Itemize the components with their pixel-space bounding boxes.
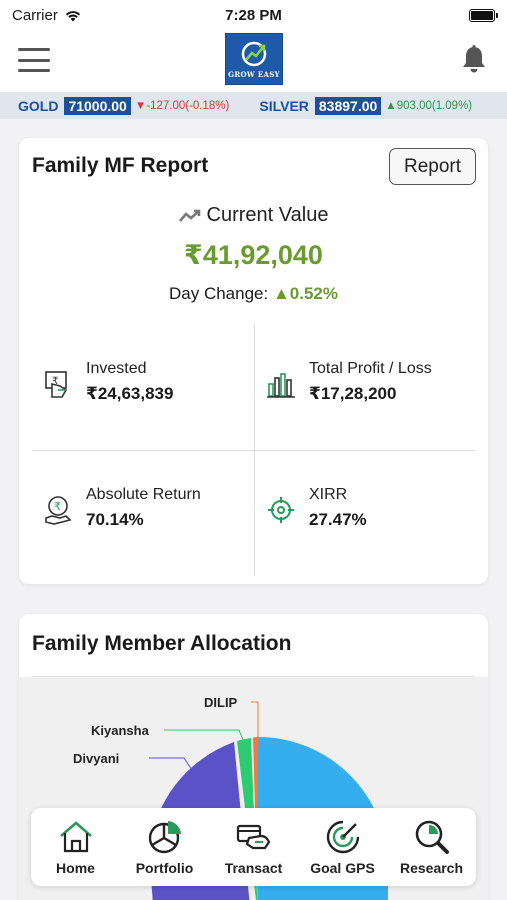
portfolio-icon (148, 821, 181, 854)
stat-label: XIRR (309, 486, 348, 503)
tab-label: Home (56, 860, 95, 876)
rupee-hand-icon: ₹ (45, 496, 72, 525)
battery-icon (469, 8, 498, 22)
divider-horizontal (32, 450, 475, 451)
stat-value: 70.14% (86, 510, 144, 529)
status-bar: Carrier 7:28 PM (0, 0, 507, 30)
status-right (335, 8, 498, 22)
wifi-icon (65, 10, 80, 21)
day-change-value: 0.52% (289, 284, 338, 303)
leader-line-kiyansha (164, 729, 246, 746)
tab-transact[interactable]: Transact (211, 818, 297, 876)
down-arrow-icon: ▼ (134, 99, 147, 112)
logo-mark-icon (241, 41, 267, 67)
pie-label-dilip: DILIP (204, 695, 238, 710)
invest-icon: ₹ (45, 371, 68, 398)
bottom-tab-bar: Home Portfolio Transact Goal GPS (31, 808, 476, 886)
gold-change: ▼-127.00(-0.18%) (135, 100, 230, 112)
market-ticker: GOLD 71000.00 ▼-127.00(-0.18%) SILVER 83… (0, 92, 507, 119)
app-logo: GROW EASY (225, 33, 283, 85)
logo-text: GROW EASY (228, 70, 280, 79)
divider-horizontal (32, 676, 475, 677)
family-mf-report-card: Family MF Report Report Current Value ₹4… (19, 138, 488, 584)
stat-value: ₹17,28,200 (309, 384, 397, 403)
stat-label: Absolute Return (86, 486, 201, 503)
gold-change-value: -127.00(-0.18%) (146, 99, 230, 112)
current-value-heading: Current Value (19, 204, 488, 227)
home-icon (59, 821, 92, 853)
status-left: Carrier (12, 7, 172, 24)
research-icon (415, 820, 449, 854)
up-arrow-icon: ▲ (272, 284, 290, 303)
up-arrow-icon: ▲ (385, 99, 397, 112)
trend-icon (178, 209, 200, 222)
tab-label: Goal GPS (310, 860, 375, 876)
bar-chart-icon (267, 373, 295, 398)
bell-icon[interactable] (459, 44, 489, 76)
stat-absolute-return: ₹ Absolute Return 70.14% (44, 486, 201, 530)
pie-label-divyani: Divyani (73, 751, 119, 766)
target-icon (268, 497, 294, 523)
leader-line-dilip (251, 701, 259, 747)
stat-invested: ₹ Invested ₹24,63,839 (44, 360, 173, 404)
stat-total-profit-loss: Total Profit / Loss ₹17,28,200 (267, 360, 432, 404)
current-value-label: Current Value (206, 204, 329, 226)
leader-line-divyani (149, 757, 195, 774)
silver-price: 83897.00 (314, 96, 382, 115)
stat-label: Invested (86, 360, 147, 377)
svg-text:₹: ₹ (52, 376, 58, 387)
stat-xirr: XIRR 27.47% (267, 486, 367, 530)
tab-label: Research (399, 860, 464, 876)
card-title: Family MF Report (32, 154, 209, 177)
status-time: 7:28 PM (225, 6, 282, 24)
carrier-label: Carrier (12, 6, 58, 24)
tab-research[interactable]: Research (389, 818, 475, 876)
tab-label: Portfolio (135, 860, 194, 876)
silver-change-value: 903.00(1.09%) (396, 99, 473, 112)
stat-label: Total Profit / Loss (309, 360, 432, 377)
tab-label: Transact (224, 860, 283, 876)
pie-label-kiyansha: Kiyansha (91, 723, 150, 738)
tab-home[interactable]: Home (33, 818, 119, 876)
transact-icon (236, 824, 270, 850)
stat-value: 27.47% (309, 510, 367, 529)
gold-price: 71000.00 (64, 96, 131, 115)
app-header: GROW EASY (0, 30, 507, 92)
stat-value: ₹24,63,839 (86, 384, 174, 403)
svg-text:₹: ₹ (54, 500, 61, 513)
gold-label: GOLD (18, 97, 59, 114)
current-value-amount: ₹41,92,040 (184, 240, 323, 270)
silver-label: SILVER (259, 97, 309, 114)
day-change: Day Change: ▲0.52% (19, 284, 488, 304)
report-button[interactable]: Report (389, 148, 476, 185)
silver-change: ▲903.00(1.09%) (385, 100, 472, 112)
card-title: Family Member Allocation (32, 632, 292, 655)
goal-gps-icon (326, 820, 359, 854)
menu-icon[interactable] (18, 48, 50, 72)
tab-portfolio[interactable]: Portfolio (122, 818, 208, 876)
tab-goal-gps[interactable]: Goal GPS (300, 818, 386, 876)
day-change-label: Day Change: (169, 284, 269, 303)
